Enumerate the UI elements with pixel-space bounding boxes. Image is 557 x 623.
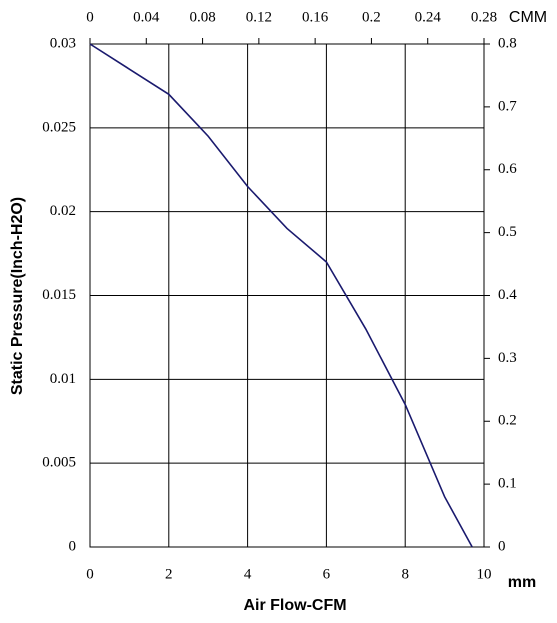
y2-tick-label: 0.1 xyxy=(498,476,517,492)
y-axis-title: Static Pressure(Inch-H2O) xyxy=(9,197,26,395)
x-tick-label: 0 xyxy=(86,566,94,582)
y2-tick-label: 0.2 xyxy=(498,413,517,429)
y-tick-label: 0.015 xyxy=(42,287,76,303)
x2-tick-label: 0.2 xyxy=(362,9,381,25)
y-tick-label: 0.01 xyxy=(50,371,76,387)
y-tick-label: 0.02 xyxy=(50,203,76,219)
y-tick-label: 0.025 xyxy=(42,119,76,135)
x-tick-label: 10 xyxy=(477,566,492,582)
x2-tick-label: 0.24 xyxy=(415,9,442,25)
y2-tick-label: 0.6 xyxy=(498,161,517,177)
x-tick-label: 6 xyxy=(323,566,331,582)
x2-tick-label: 0.28 xyxy=(471,9,497,25)
y2-tick-label: 0.7 xyxy=(498,98,517,114)
x2-tick-label: 0.12 xyxy=(246,9,272,25)
x2-tick-label: 0.16 xyxy=(302,9,329,25)
x2-tick-label: 0 xyxy=(86,9,94,25)
y2-tick-label: 0.3 xyxy=(498,350,517,366)
y2-tick-label: 0 xyxy=(498,538,506,554)
x-tick-label: 4 xyxy=(244,566,252,582)
y2-axis-title: mm xyxy=(508,574,536,591)
plot-frame xyxy=(89,43,485,548)
y-tick-label: 0.03 xyxy=(50,35,76,51)
x2-tick-label: 0.08 xyxy=(189,9,215,25)
y-tick-label: 0 xyxy=(69,538,77,554)
y2-tick-label: 0.5 xyxy=(498,224,517,240)
y2-tick-label: 0.8 xyxy=(498,35,517,51)
x-tick-label: 2 xyxy=(165,566,173,582)
y-tick-label: 0.005 xyxy=(42,455,76,471)
y2-tick-label: 0.4 xyxy=(498,287,517,303)
pq-curve xyxy=(89,43,473,548)
x-axis-title: Air Flow-CFM xyxy=(243,597,346,614)
x-tick-label: 8 xyxy=(401,566,409,582)
x2-tick-label: 0.04 xyxy=(133,9,160,25)
x2-axis-title: CMM xyxy=(509,9,547,26)
